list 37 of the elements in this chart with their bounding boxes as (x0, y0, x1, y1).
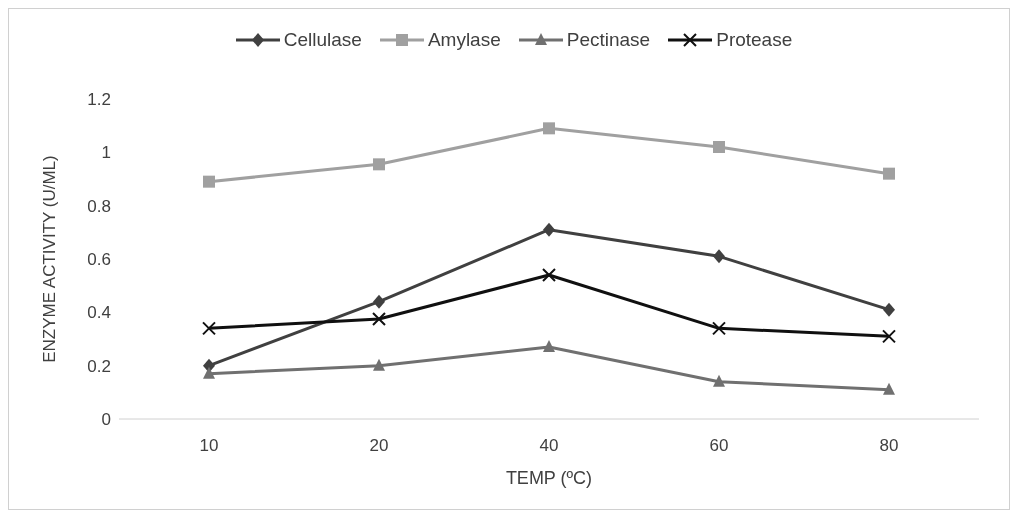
point (713, 374, 725, 387)
point (713, 249, 725, 264)
legend-label: Cellulase (283, 29, 362, 51)
point (203, 366, 215, 379)
x-tick-label: 80 (879, 436, 899, 456)
y-tick-label: 0.6 (87, 250, 111, 270)
y-tick-label: 1 (101, 143, 111, 163)
legend-label: Protease (716, 29, 793, 51)
x-tick-label: 60 (709, 436, 729, 456)
point (202, 321, 216, 336)
point (883, 382, 895, 395)
x-tick-label: 20 (369, 436, 389, 456)
y-tick-label: 0.2 (87, 356, 111, 376)
point (542, 268, 556, 282)
legend-label: Amylase (427, 29, 501, 51)
point (373, 358, 385, 371)
point (543, 340, 555, 352)
point (373, 158, 385, 171)
point (883, 167, 895, 180)
point (543, 222, 555, 237)
y-tick-label: 0.8 (87, 196, 111, 216)
y-tick-label: 0.4 (87, 303, 111, 323)
point (373, 294, 385, 309)
point (882, 329, 896, 344)
point (372, 312, 386, 326)
point (713, 141, 725, 153)
point (712, 321, 726, 336)
x-tick-label: 10 (199, 436, 219, 456)
legend-label: Pectinase (566, 29, 651, 51)
point (203, 175, 215, 188)
point (543, 122, 555, 135)
x-tick-label: 40 (539, 436, 559, 456)
x-axis-title: TEMP (ºC) (505, 468, 593, 488)
y-axis-title: ENZYME ACTIVITY (U/ML) (40, 155, 60, 363)
y-tick-label: 0 (101, 410, 111, 430)
y-tick-label: 1.2 (87, 90, 111, 110)
point (883, 302, 895, 317)
